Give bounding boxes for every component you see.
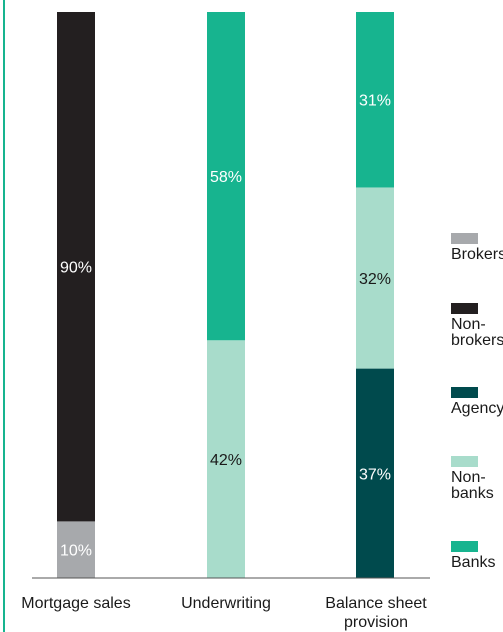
bar-label-non-banks-2: 32%	[359, 271, 391, 288]
bar-label-banks-1: 58%	[210, 169, 242, 186]
bar-label-brokers-0: 10%	[60, 543, 92, 560]
legend-label-non-brokers: Non-brokers	[451, 316, 503, 349]
bar-segment-agency-2	[356, 368, 394, 578]
bars-group: 10% 90% 42% 58% 37% 32% 31%	[57, 12, 394, 578]
category-label-balance-sheet-provision: Balance sheet provision	[325, 595, 427, 631]
legend-swatch-banks	[451, 541, 478, 552]
legend-swatch-agency	[451, 387, 478, 398]
legend-swatch-non-banks	[451, 456, 478, 467]
legend-label-non-banks: Non-banks	[451, 469, 494, 502]
category-label-underwriting: Underwriting	[181, 595, 271, 612]
legend-label-banks: Banks	[451, 554, 496, 571]
legend-item-agency: Agency	[451, 387, 503, 417]
bar-segment-brokers-0	[57, 521, 95, 578]
legend-label-agency: Agency	[451, 400, 503, 417]
bar-segment-banks-1	[207, 12, 245, 341]
bar-segment-non-banks-1	[207, 340, 245, 578]
bar-label-banks-2: 31%	[359, 93, 391, 110]
bar-segment-non-banks-2	[356, 187, 394, 369]
legend-item-brokers: Brokers	[451, 233, 503, 263]
legend-label-brokers: Brokers	[451, 246, 503, 263]
bar-segment-banks-2	[356, 12, 394, 188]
bar-label-non-banks-1: 42%	[210, 452, 242, 469]
legend-swatch-brokers	[451, 233, 478, 244]
legend-swatch-non-brokers	[451, 303, 478, 314]
category-label-mortgage-sales: Mortgage sales	[21, 595, 131, 612]
legend-item-non-banks: Non-banks	[451, 456, 503, 502]
legend-item-banks: Banks	[451, 541, 503, 571]
bar-label-agency-2: 37%	[359, 466, 391, 483]
left-frame-line	[3, 0, 5, 632]
legend-item-non-brokers: Non-brokers	[451, 303, 503, 349]
bar-segment-non-brokers-0	[57, 12, 95, 522]
bar-label-non-brokers-0: 90%	[60, 260, 92, 277]
